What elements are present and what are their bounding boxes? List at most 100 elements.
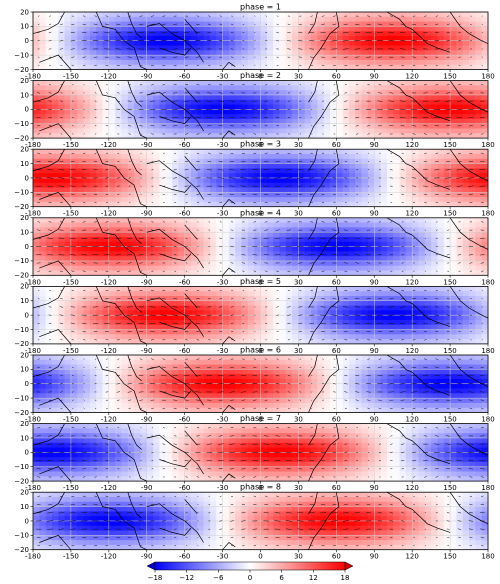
x-tick-label: 180: [481, 484, 494, 492]
y-tick-label: 20: [20, 214, 29, 222]
x-tick-label: -180: [25, 484, 41, 492]
x-tick-label: -150: [63, 278, 79, 286]
x-tick-label: -30: [217, 73, 228, 81]
x-tick-label: 180: [481, 141, 494, 149]
x-tick-label: 180: [481, 278, 494, 286]
coastlines: [33, 12, 488, 70]
x-tick-label: 180: [481, 73, 494, 81]
heatmap-field: [33, 149, 488, 207]
x-tick-label: -30: [217, 416, 228, 424]
y-tick-label: −10: [14, 51, 29, 59]
wind-vectors: [35, 427, 486, 478]
y-tick-label: 0: [25, 311, 29, 319]
x-tick-label: -150: [63, 210, 79, 218]
y-tick-label: 20: [20, 77, 29, 85]
coastlines: [33, 286, 488, 344]
x-tick-label: -30: [217, 347, 228, 355]
x-tick-label: -150: [63, 347, 79, 355]
y-tick-label: −10: [14, 463, 29, 471]
y-tick-label: −10: [14, 189, 29, 197]
x-tick-label: -60: [179, 141, 190, 149]
x-tick-label: 120: [405, 141, 418, 149]
x-tick-label: -90: [141, 73, 152, 81]
x-tick-label: 30: [294, 484, 303, 492]
y-tick-label: 20: [20, 283, 29, 291]
x-tick-label: 90: [370, 347, 379, 355]
x-tick-label: -30: [217, 141, 228, 149]
x-tick-label: 0: [258, 73, 262, 81]
x-tick-label: 120: [405, 347, 418, 355]
heatmap-field: [33, 80, 488, 139]
heatmap-field: [33, 492, 488, 550]
y-tick-label: 0: [25, 380, 29, 388]
y-tick-label: 20: [20, 146, 29, 154]
x-tick-label: 120: [405, 73, 418, 81]
x-tick-label: 150: [443, 278, 456, 286]
x-tick-label: -150: [63, 484, 79, 492]
x-tick-label: 180: [481, 347, 494, 355]
y-tick-label: 10: [20, 297, 29, 305]
x-tick-label: -60: [179, 210, 190, 218]
x-tick-label: 120: [405, 553, 418, 561]
x-tick-label: 60: [332, 141, 341, 149]
y-tick-label: −20: [14, 203, 29, 211]
y-tick-label: −20: [14, 409, 29, 417]
y-tick-label: −10: [14, 532, 29, 540]
colorbar-tick-label: 18: [341, 574, 350, 582]
x-tick-label: 30: [294, 416, 303, 424]
y-tick-label: 10: [20, 91, 29, 99]
x-tick-label: 30: [294, 73, 303, 81]
x-tick-label: 60: [332, 553, 341, 561]
x-tick-label: -30: [217, 278, 228, 286]
x-tick-label: -60: [179, 484, 190, 492]
x-tick-label: 120: [405, 278, 418, 286]
y-tick-label: 10: [20, 160, 29, 168]
x-tick-label: 0: [258, 484, 262, 492]
x-tick-label: -180: [25, 416, 41, 424]
y-tick-label: 10: [20, 366, 29, 374]
x-tick-label: 30: [294, 278, 303, 286]
x-tick-label: -90: [141, 416, 152, 424]
panel-title: phase = 7: [240, 414, 281, 423]
x-tick-label: -60: [179, 73, 190, 81]
colorbar-max-extend: [344, 561, 354, 571]
y-tick-label: −20: [14, 272, 29, 280]
y-tick-label: −20: [14, 340, 29, 348]
x-tick-label: 180: [481, 553, 494, 561]
colorbar-tick-label: 0: [248, 574, 252, 582]
x-tick-label: -90: [141, 553, 152, 561]
x-tick-label: -90: [141, 210, 152, 218]
coastlines: [33, 80, 488, 139]
x-tick-label: 120: [405, 484, 418, 492]
x-tick-label: -120: [101, 553, 117, 561]
x-tick-label: 90: [370, 553, 379, 561]
x-tick-label: -150: [63, 73, 79, 81]
coastlines: [33, 149, 488, 207]
x-tick-label: -120: [101, 141, 117, 149]
y-tick-label: 20: [20, 420, 29, 428]
y-tick-label: −20: [14, 66, 29, 74]
panel-title: phase = 6: [240, 346, 281, 355]
x-tick-label: -90: [141, 141, 152, 149]
wind-vectors: [36, 358, 485, 410]
wind-vectors: [37, 289, 483, 341]
wind-vectors: [35, 495, 485, 547]
heatmap-field: [33, 12, 488, 70]
x-tick-label: 90: [370, 416, 379, 424]
y-tick-label: 0: [25, 449, 29, 457]
colorbar-gradient: [154, 561, 346, 571]
y-tick-label: 10: [20, 23, 29, 31]
y-tick-label: 10: [20, 503, 29, 511]
x-tick-label: 150: [443, 141, 456, 149]
x-tick-label: -90: [141, 347, 152, 355]
x-tick-label: 60: [332, 278, 341, 286]
coastlines: [33, 217, 488, 276]
panel-title: phase = 2: [240, 71, 281, 80]
y-tick-label: 0: [25, 37, 29, 45]
x-tick-label: 60: [332, 416, 341, 424]
x-tick-label: -30: [217, 484, 228, 492]
panel-title: phase = 8: [240, 483, 281, 492]
